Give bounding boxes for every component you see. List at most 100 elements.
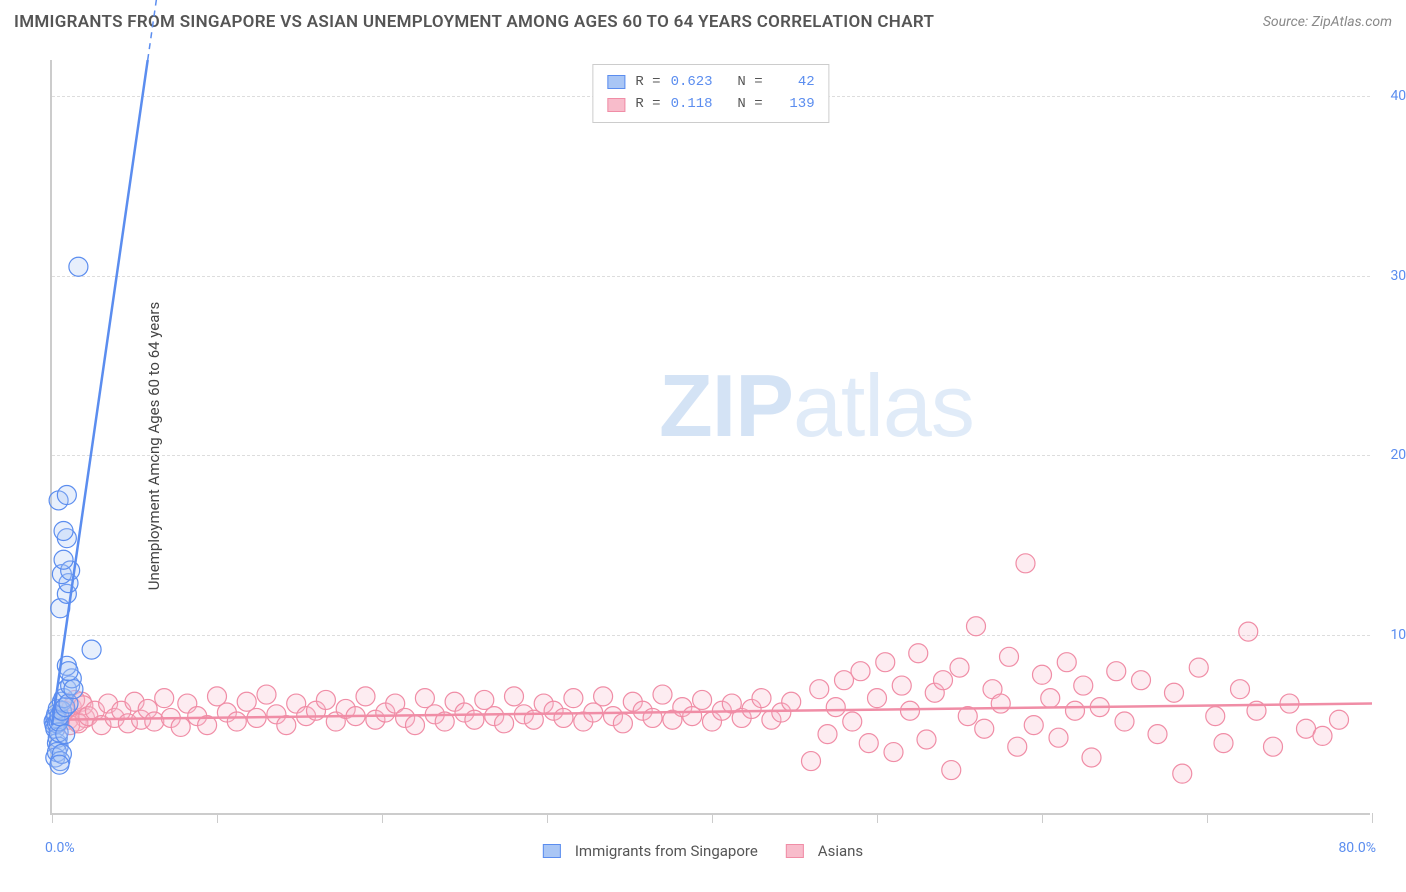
data-point <box>1066 701 1085 720</box>
chart-title: IMMIGRANTS FROM SINGAPORE VS ASIAN UNEMP… <box>14 12 934 32</box>
data-point <box>1239 622 1258 641</box>
data-point <box>975 719 994 738</box>
data-point <box>505 687 524 706</box>
swatch-blue <box>543 844 561 858</box>
data-point <box>1264 737 1283 756</box>
x-axis-max-label: 80.0% <box>1338 840 1376 856</box>
legend-item-pink: Asians <box>786 842 863 860</box>
data-point <box>1214 734 1233 753</box>
data-point <box>554 708 573 727</box>
data-point <box>826 698 845 717</box>
data-point <box>82 640 101 659</box>
data-point <box>1107 662 1126 681</box>
swatch-pink <box>786 844 804 858</box>
data-point <box>991 694 1010 713</box>
data-point <box>54 521 73 540</box>
data-point <box>1132 671 1151 690</box>
data-point <box>934 671 953 690</box>
data-point <box>613 714 632 733</box>
data-point <box>859 734 878 753</box>
data-point <box>54 550 73 569</box>
data-point <box>653 685 672 704</box>
x-tick <box>382 813 383 823</box>
series-legend: Immigrants from Singapore Asians <box>543 842 863 860</box>
data-point <box>909 644 928 663</box>
legend-label-blue: Immigrants from Singapore <box>575 842 758 860</box>
data-point <box>1148 725 1167 744</box>
data-point <box>1173 764 1192 783</box>
data-point <box>1057 653 1076 672</box>
data-point <box>884 743 903 762</box>
data-point <box>1189 658 1208 677</box>
data-point <box>277 716 296 735</box>
data-point <box>802 752 821 771</box>
data-point <box>1330 710 1349 729</box>
data-point <box>1313 726 1332 745</box>
data-point <box>64 680 83 699</box>
data-point <box>257 685 276 704</box>
data-point <box>171 717 190 736</box>
data-point <box>50 755 69 774</box>
data-point <box>356 687 375 706</box>
data-point <box>564 689 583 708</box>
x-tick <box>712 813 713 823</box>
data-point <box>155 689 174 708</box>
legend-label-pink: Asians <box>818 842 863 860</box>
trend-line <box>52 60 148 725</box>
x-tick <box>1207 813 1208 823</box>
data-point <box>901 701 920 720</box>
data-point <box>1231 680 1250 699</box>
data-point <box>693 690 712 709</box>
data-point <box>967 617 986 636</box>
data-point <box>1008 737 1027 756</box>
source-attribution: Source: ZipAtlas.com <box>1263 14 1392 30</box>
data-point <box>594 687 613 706</box>
data-point <box>851 662 870 681</box>
data-point <box>1074 676 1093 695</box>
data-point <box>1165 683 1184 702</box>
data-point <box>69 257 88 276</box>
data-point <box>876 653 895 672</box>
y-tick-label: 40.0% <box>1390 88 1406 104</box>
data-point <box>1016 554 1035 573</box>
x-tick <box>217 813 218 823</box>
y-tick-label: 10.0% <box>1390 627 1406 643</box>
x-tick <box>1372 813 1373 823</box>
x-tick <box>52 813 53 823</box>
data-point <box>782 692 801 711</box>
data-point <box>1206 707 1225 726</box>
data-point <box>495 714 514 733</box>
data-point <box>1049 728 1068 747</box>
y-tick-label: 30.0% <box>1390 268 1406 284</box>
data-point <box>465 710 484 729</box>
data-point <box>1000 647 1019 666</box>
data-point <box>818 725 837 744</box>
data-point <box>752 689 771 708</box>
data-point <box>810 680 829 699</box>
data-point <box>227 712 246 731</box>
x-tick <box>877 813 878 823</box>
data-point <box>1082 748 1101 767</box>
y-tick-label: 20.0% <box>1390 447 1406 463</box>
x-tick <box>547 813 548 823</box>
data-point <box>406 716 425 735</box>
data-point <box>1041 689 1060 708</box>
title-bar: IMMIGRANTS FROM SINGAPORE VS ASIAN UNEMP… <box>14 12 1392 32</box>
data-point <box>57 486 76 505</box>
data-point <box>868 689 887 708</box>
data-point <box>1033 665 1052 684</box>
chart-svg <box>52 60 1370 813</box>
plot-area: ZIPatlas R = 0.623 N = 42 R = 0.118 N = … <box>50 60 1370 815</box>
data-point <box>843 712 862 731</box>
data-point <box>56 725 75 744</box>
data-point <box>145 712 164 731</box>
legend-item-blue: Immigrants from Singapore <box>543 842 758 860</box>
data-point <box>917 730 936 749</box>
data-point <box>942 761 961 780</box>
data-point <box>835 671 854 690</box>
data-point <box>950 658 969 677</box>
data-point <box>1115 712 1134 731</box>
data-point <box>316 690 335 709</box>
x-axis-min-label: 0.0% <box>45 840 75 856</box>
data-point <box>1024 716 1043 735</box>
